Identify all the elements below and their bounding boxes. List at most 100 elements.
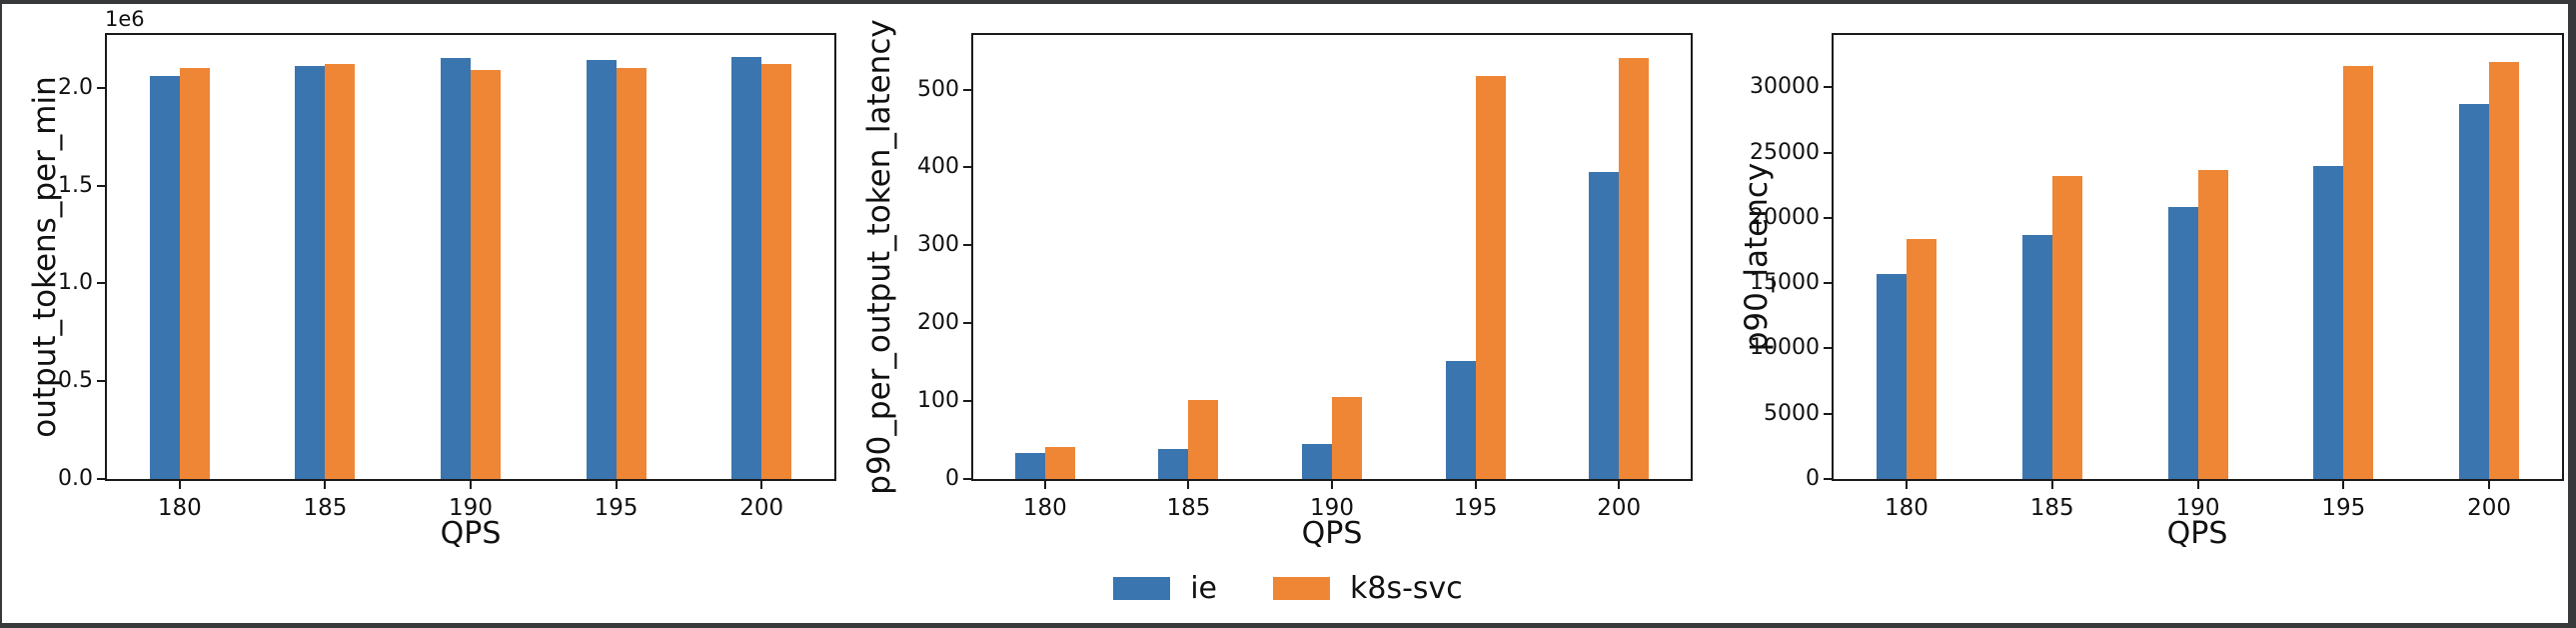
x-axis-label: QPS xyxy=(2166,516,2228,551)
bar-ie-185 xyxy=(295,66,326,479)
y-tick xyxy=(1824,412,1832,415)
plot-area: 0.0 0.5 1.0 1.5 2.0 180 185 190 195 200 xyxy=(58,33,836,521)
y-tick xyxy=(963,400,971,403)
legend-swatch-ie xyxy=(1113,577,1171,600)
x-tick-label: 190 xyxy=(1310,495,1354,521)
y-axis-label: output_tokens_per_min xyxy=(27,76,63,438)
y-tick xyxy=(97,478,105,480)
x-tick xyxy=(178,481,181,489)
y-tick-label: 15000 xyxy=(1750,270,1820,296)
x-tick-label: 190 xyxy=(449,495,493,521)
x-tick xyxy=(2488,481,2491,489)
y-tick-label: 25000 xyxy=(1750,139,1820,165)
x-tick xyxy=(1474,481,1477,489)
y-axis-label: p90_per_output_token_latency xyxy=(861,19,897,495)
y-tick xyxy=(1824,151,1832,154)
bar-k8s-svc-190 xyxy=(471,70,501,479)
x-tick-label: 185 xyxy=(1166,495,1211,521)
x-tick-label: 185 xyxy=(303,495,348,521)
y-tick xyxy=(963,88,971,91)
y-tick-label: 10000 xyxy=(1750,335,1820,361)
x-tick-label: 195 xyxy=(1453,495,1498,521)
y-tick-label: 20000 xyxy=(1750,204,1820,230)
legend-item-k8s-svc: k8s-svc xyxy=(1273,571,1463,606)
bar-k8s-svc-185 xyxy=(1188,400,1219,479)
bar-k8s-svc-195 xyxy=(1475,75,1506,479)
x-tick xyxy=(324,481,327,489)
legend-label-k8s-svc: k8s-svc xyxy=(1350,571,1463,606)
bar-k8s-svc-185 xyxy=(325,64,356,479)
bar-ie-190 xyxy=(2167,207,2198,479)
y-tick-label: 0.5 xyxy=(58,368,93,394)
bar-k8s-svc-180 xyxy=(179,68,210,479)
bar-k8s-svc-200 xyxy=(2489,62,2520,479)
bar-ie-195 xyxy=(2313,165,2344,479)
x-tick xyxy=(2342,481,2345,489)
bar-ie-195 xyxy=(586,60,617,479)
y-tick-label: 0 xyxy=(945,466,959,491)
y-axis-offset-label: 1e6 xyxy=(105,7,145,31)
x-tick-label: 180 xyxy=(1022,495,1067,521)
y-tick xyxy=(97,86,105,89)
bar-ie-180 xyxy=(1876,273,1907,479)
y-tick xyxy=(963,478,971,480)
bar-k8s-svc-200 xyxy=(1619,57,1650,479)
y-tick xyxy=(1824,86,1832,89)
bar-ie-185 xyxy=(2021,234,2052,479)
screen-edge-left xyxy=(0,0,2,628)
y-tick-label: 5000 xyxy=(1764,400,1820,426)
y-tick xyxy=(97,184,105,187)
legend-swatch-k8s-svc xyxy=(1273,577,1330,600)
screen-edge-bottom xyxy=(0,623,2576,628)
bar-k8s-svc-195 xyxy=(616,68,646,479)
y-tick xyxy=(963,244,971,247)
x-axis-label: QPS xyxy=(1301,516,1363,551)
y-tick xyxy=(97,380,105,383)
bar-k8s-svc-190 xyxy=(2197,169,2228,479)
bar-ie-180 xyxy=(149,76,180,479)
y-tick-label: 400 xyxy=(917,154,959,180)
bar-ie-190 xyxy=(1302,443,1332,479)
x-tick xyxy=(1618,481,1621,489)
legend-label-ie: ie xyxy=(1190,571,1217,606)
y-tick xyxy=(963,166,971,169)
bar-ie-185 xyxy=(1158,448,1189,479)
x-tick-label: 180 xyxy=(1884,495,1929,521)
legend: ie k8s-svc xyxy=(0,571,2576,606)
y-tick-label: 200 xyxy=(917,310,959,336)
x-tick xyxy=(1331,481,1333,489)
bar-k8s-svc-200 xyxy=(761,64,792,479)
x-tick-label: 200 xyxy=(1597,495,1642,521)
x-tick-label: 190 xyxy=(2175,495,2220,521)
x-tick xyxy=(2196,481,2199,489)
x-tick-label: 200 xyxy=(2467,495,2512,521)
x-tick-label: 180 xyxy=(157,495,202,521)
x-tick xyxy=(1905,481,1908,489)
screen-edge-top xyxy=(0,0,2576,4)
y-tick-label: 1.5 xyxy=(58,172,93,198)
bar-ie-200 xyxy=(731,56,762,479)
x-tick xyxy=(2050,481,2053,489)
y-tick xyxy=(1824,478,1832,480)
bar-k8s-svc-190 xyxy=(1332,397,1362,479)
y-tick xyxy=(963,322,971,325)
y-tick-label: 300 xyxy=(917,232,959,258)
y-tick-label: 0 xyxy=(1806,466,1820,491)
y-tick xyxy=(1824,216,1832,219)
screen-edge-right xyxy=(2568,0,2576,628)
y-tick-label: 500 xyxy=(917,76,959,102)
bar-k8s-svc-195 xyxy=(2343,66,2374,479)
x-tick xyxy=(615,481,618,489)
bar-k8s-svc-180 xyxy=(1044,447,1075,479)
y-axis-label: p90_latency xyxy=(1739,162,1775,352)
y-tick-label: 100 xyxy=(917,388,959,414)
x-tick xyxy=(760,481,763,489)
bar-ie-190 xyxy=(441,58,471,479)
y-tick xyxy=(1824,282,1832,285)
legend-item-ie: ie xyxy=(1113,571,1217,606)
x-tick xyxy=(1043,481,1046,489)
